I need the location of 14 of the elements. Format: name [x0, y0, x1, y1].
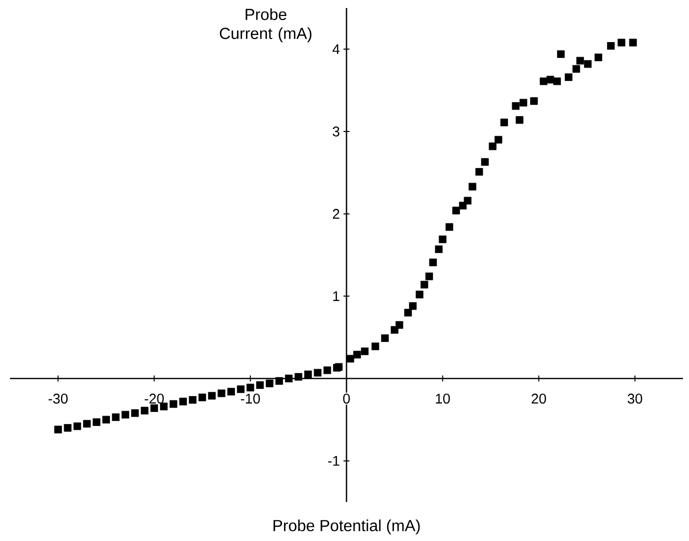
x-tick-label: 20	[532, 394, 546, 404]
y-tick-label: 4	[332, 44, 340, 54]
y-tick-label: 3	[332, 126, 340, 136]
x-tick-label: 0	[343, 394, 350, 404]
x-tick-label: -10	[240, 394, 260, 404]
y-tick-label: 1	[333, 291, 340, 301]
x-tick-label: 30	[628, 394, 642, 404]
x-tick-label: -30	[48, 394, 68, 404]
x-axis-title: Probe Potential (mA)	[274, 520, 420, 534]
y-tick-label: 2	[332, 208, 340, 219]
x-tick-label: 10	[436, 394, 450, 404]
y-axis-title: Probe Current (mA)	[220, 8, 312, 42]
x-tick-label: -20	[144, 394, 164, 404]
y-tick-label: -1	[328, 456, 340, 466]
